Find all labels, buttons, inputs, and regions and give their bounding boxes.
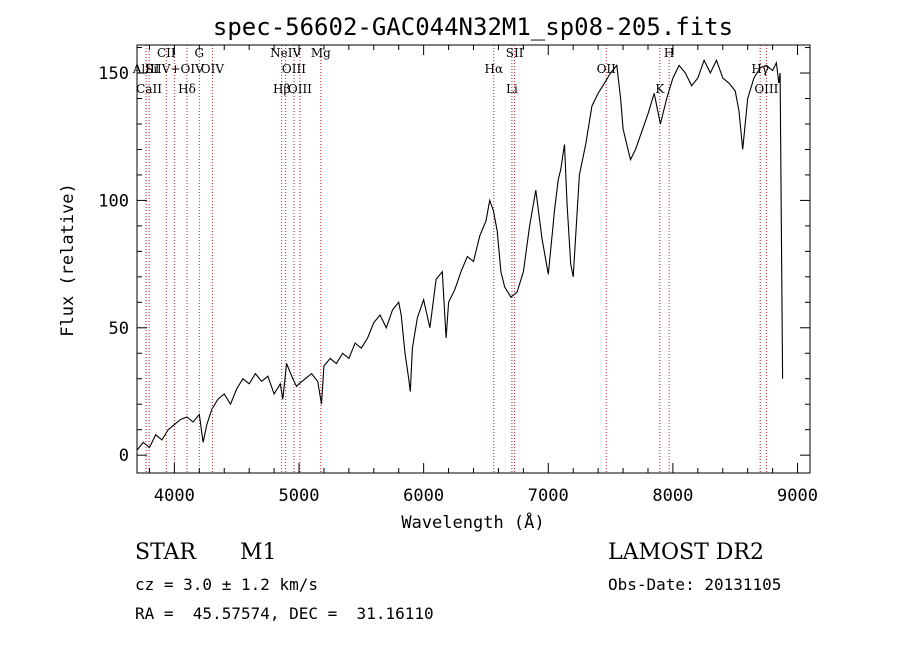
line-label: CaII: [136, 82, 162, 96]
obs-date: Obs-Date: 20131105: [608, 575, 782, 594]
x-tick-label: 8000: [652, 486, 693, 506]
y-tick-label: 150: [98, 64, 129, 84]
plot-frame: [136, 44, 811, 474]
line-label: G: [195, 46, 205, 60]
x-tick-label: 4000: [154, 486, 195, 506]
x-axis-label: Wavelength (Å): [401, 511, 544, 533]
x-tick-label: 5000: [279, 486, 320, 506]
line-label: OIII: [282, 62, 306, 76]
y-tick-label: 50: [109, 319, 129, 339]
line-label: H: [664, 46, 674, 60]
chart-title: spec-56602-GAC044N32M1_sp08-205.fits: [213, 13, 733, 41]
x-tick-label: 9000: [777, 486, 818, 506]
object-class: STAR: [135, 540, 196, 565]
redshift-readout: cz = 3.0 ± 1.2 km/s: [135, 575, 319, 594]
line-label: Li: [506, 82, 518, 96]
spectral-line-markers: [145, 45, 767, 473]
y-tick-label: 0: [119, 446, 129, 466]
line-label: K: [655, 82, 665, 96]
line-label: SII: [506, 46, 524, 60]
line-label: Hδ: [178, 82, 196, 96]
y-tick-label: 100: [98, 191, 129, 211]
spectrum-series-line: [136, 58, 784, 451]
y-axis-ticks: 0 50 100 150: [98, 47, 810, 466]
y-axis-label: Flux (relative): [58, 183, 78, 337]
line-label: NeIV: [270, 46, 301, 60]
line-label: CII: [157, 46, 176, 60]
x-axis-ticks: 4000 5000 6000 7000 8000 9000: [148, 45, 818, 506]
survey-name: LAMOST DR2: [608, 540, 764, 565]
line-label: OIII: [754, 82, 778, 96]
coordinates: RA = 45.57574, DEC = 31.16110: [135, 604, 434, 623]
line-label: OIV: [201, 62, 225, 76]
x-tick-label: 6000: [403, 486, 444, 506]
line-label: Hβ: [273, 82, 290, 96]
line-label: SiIV+OIV: [145, 62, 204, 76]
line-label: OIII: [288, 82, 312, 96]
spectral-line-labels: AlIII CaII CII SiIV+OIV Hδ G OIV Hβ NeIV OIII OIII…: [132, 46, 779, 96]
line-label: Hα: [485, 62, 504, 76]
line-label: Mg: [311, 46, 331, 60]
line-label: AlIII: [132, 62, 160, 76]
line-label: Hγ: [751, 62, 769, 76]
x-tick-label: 7000: [528, 486, 569, 506]
object-subclass: M1: [240, 540, 277, 565]
